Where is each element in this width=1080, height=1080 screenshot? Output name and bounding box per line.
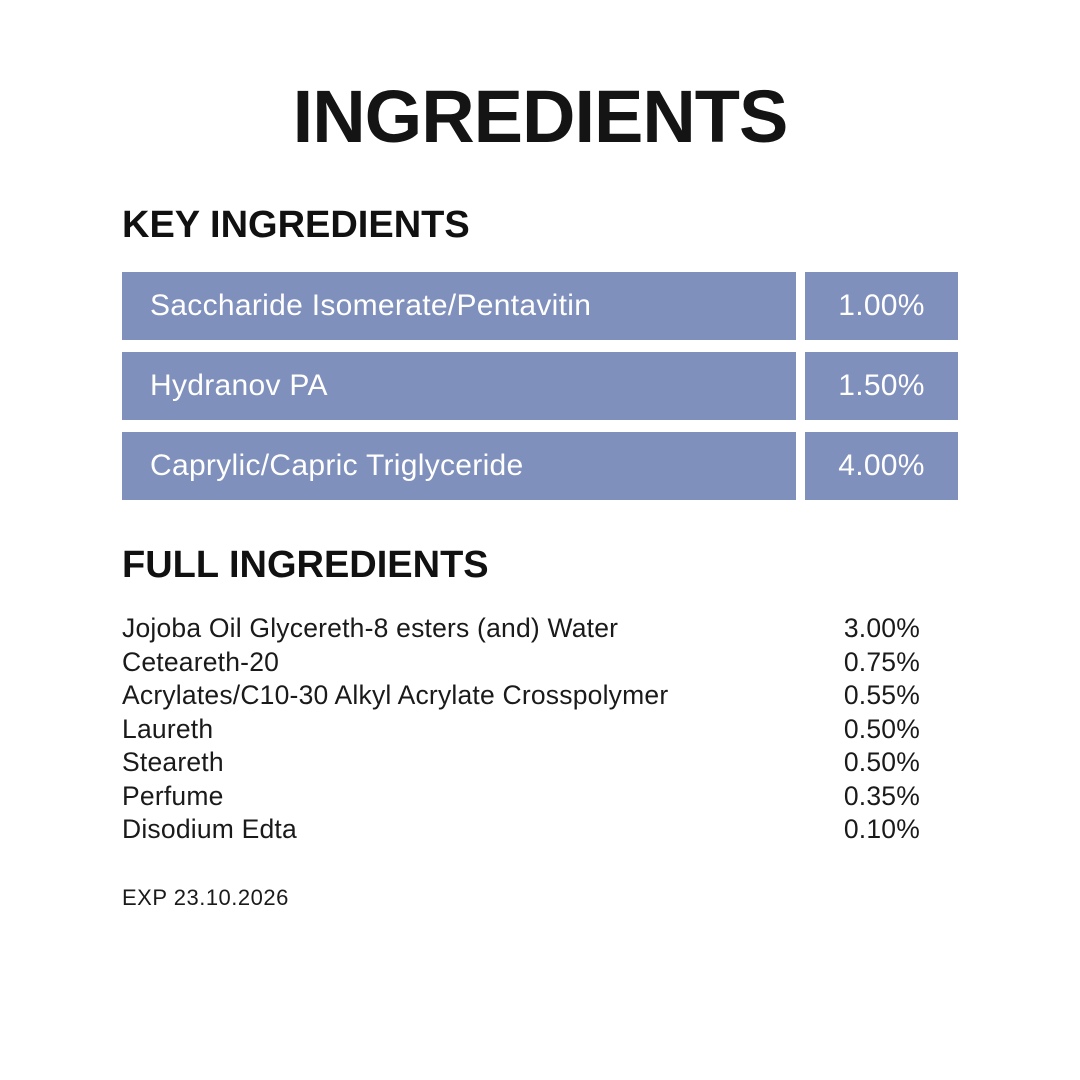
ingredient-name-cell: Hydranov PA bbox=[122, 352, 796, 420]
ingredient-name-cell: Caprylic/Capric Triglyceride bbox=[122, 432, 796, 500]
ingredient-percent-cell: 1.00% bbox=[805, 272, 958, 340]
ingredient-name-cell: Saccharide Isomerate/Pentavitin bbox=[122, 272, 796, 340]
ingredient-percent: 3.00% bbox=[843, 613, 920, 643]
list-item: Acrylates/C10-30 Alkyl Acrylate Crosspol… bbox=[122, 679, 920, 713]
full-ingredients-list: Jojoba Oil Glycereth-8 esters (and) Wate… bbox=[122, 612, 920, 847]
ingredient-name: Laureth bbox=[122, 713, 214, 744]
ingredient-percent-cell: 4.00% bbox=[805, 432, 958, 500]
ingredient-name: Perfume bbox=[122, 780, 224, 811]
table-row: Hydranov PA 1.50% bbox=[122, 352, 958, 420]
list-item: Ceteareth-20 0.75% bbox=[122, 646, 920, 680]
ingredient-percent: 0.50% bbox=[843, 747, 920, 777]
ingredient-name: Acrylates/C10-30 Alkyl Acrylate Crosspol… bbox=[122, 680, 669, 710]
ingredient-percent: 0.35% bbox=[843, 780, 920, 811]
page-title: INGREDIENTS bbox=[292, 75, 789, 158]
table-row: Saccharide Isomerate/Pentavitin 1.00% bbox=[122, 272, 958, 340]
ingredient-name: Jojoba Oil Glycereth-8 esters (and) Wate… bbox=[122, 613, 619, 643]
ingredient-percent: 0.75% bbox=[843, 646, 920, 677]
list-item: Perfume 0.35% bbox=[122, 780, 920, 814]
ingredient-percent-cell: 1.50% bbox=[805, 352, 958, 420]
expiry-date: EXP 23.10.2026 bbox=[122, 884, 289, 910]
key-ingredients-table: Saccharide Isomerate/Pentavitin 1.00% Hy… bbox=[122, 272, 958, 500]
key-ingredients-heading: KEY INGREDIENTS bbox=[122, 204, 470, 246]
list-item: Disodium Edta 0.10% bbox=[122, 813, 920, 847]
ingredient-name: Steareth bbox=[122, 747, 224, 777]
list-item: Steareth 0.50% bbox=[122, 746, 920, 780]
list-item: Laureth 0.50% bbox=[122, 713, 920, 747]
ingredient-name: Ceteareth-20 bbox=[122, 646, 280, 677]
ingredient-percent: 0.10% bbox=[843, 814, 920, 844]
ingredient-percent: 0.55% bbox=[843, 680, 920, 710]
list-item: Jojoba Oil Glycereth-8 esters (and) Wate… bbox=[122, 612, 920, 646]
ingredient-percent: 0.50% bbox=[843, 713, 920, 744]
ingredient-name: Disodium Edta bbox=[122, 814, 297, 844]
table-row: Caprylic/Capric Triglyceride 4.00% bbox=[122, 432, 958, 500]
full-ingredients-heading: FULL INGREDIENTS bbox=[122, 544, 489, 586]
